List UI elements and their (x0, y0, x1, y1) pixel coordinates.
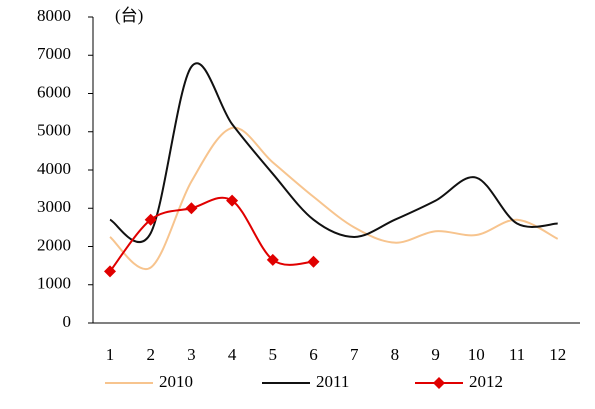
y-tick-label: 8000 (37, 6, 71, 25)
legend-label: 2010 (159, 372, 193, 391)
y-tick-label: 1000 (37, 274, 71, 293)
series-line (109, 62, 558, 243)
x-tick-label: 12 (549, 345, 566, 364)
marker (266, 253, 279, 266)
y-tick-label: 3000 (37, 197, 71, 216)
y-tick-label: 2000 (37, 235, 71, 254)
y-tick-label: 6000 (37, 82, 71, 101)
y-tick-label: 5000 (37, 121, 71, 140)
y-tick-label: 7000 (37, 44, 71, 63)
x-tick-label: 11 (509, 345, 525, 364)
x-tick-label: 7 (350, 345, 359, 364)
x-tick-label: 4 (228, 345, 237, 364)
x-tick-label: 6 (309, 345, 318, 364)
marker (144, 213, 157, 226)
y-tick-label: 0 (63, 312, 72, 331)
x-tick-label: 2 (146, 345, 155, 364)
x-tick-label: 9 (431, 345, 440, 364)
legend-label: 2012 (469, 372, 503, 391)
marker (226, 194, 239, 207)
x-tick-label: 1 (106, 345, 115, 364)
x-tick-label: 5 (269, 345, 278, 364)
legend-label: 2011 (316, 372, 349, 391)
legend-marker (433, 377, 445, 389)
x-tick-label: 10 (468, 345, 485, 364)
y-tick-label: 4000 (37, 159, 71, 178)
marker (185, 202, 198, 215)
marker (104, 265, 116, 278)
marker (307, 255, 320, 268)
series-line (109, 126, 559, 271)
x-tick-label: 3 (187, 345, 196, 364)
unit-label: (台) (115, 6, 143, 25)
x-tick-label: 8 (391, 345, 400, 364)
